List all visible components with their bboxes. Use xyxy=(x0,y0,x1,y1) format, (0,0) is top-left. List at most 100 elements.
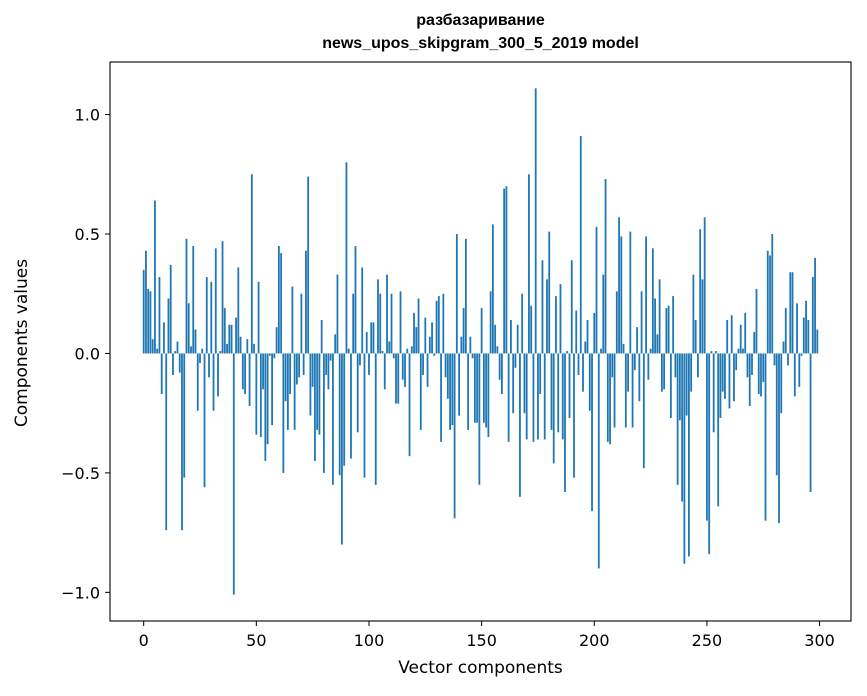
bar xyxy=(415,327,418,354)
bar xyxy=(273,353,276,359)
bar xyxy=(613,353,616,428)
bar xyxy=(246,339,249,354)
bar xyxy=(570,260,573,354)
bar xyxy=(424,317,427,354)
bar xyxy=(789,272,792,354)
bar xyxy=(334,334,337,354)
bar xyxy=(721,353,724,392)
x-tick-label: 0 xyxy=(139,631,149,650)
bar xyxy=(604,179,607,354)
bar xyxy=(433,353,436,356)
bar xyxy=(782,341,785,354)
bar xyxy=(672,296,675,354)
bar xyxy=(255,353,258,435)
bar xyxy=(525,353,528,440)
bar xyxy=(230,324,233,354)
bar xyxy=(160,353,163,395)
x-tick-label: 100 xyxy=(354,631,385,650)
bar xyxy=(669,353,672,418)
x-tick-label: 150 xyxy=(466,631,497,650)
bar xyxy=(805,300,807,354)
bar xyxy=(557,353,560,433)
bar xyxy=(332,353,334,485)
bar xyxy=(784,308,787,354)
bar xyxy=(690,353,693,392)
bar xyxy=(710,351,713,354)
x-tick-label: 300 xyxy=(804,631,835,650)
bar xyxy=(147,288,150,354)
bar xyxy=(507,353,510,442)
bar xyxy=(807,320,810,354)
bar xyxy=(534,88,537,354)
bar xyxy=(559,284,562,354)
bar xyxy=(712,353,715,433)
bar xyxy=(370,322,373,354)
bar xyxy=(552,353,555,464)
bar xyxy=(730,315,733,354)
bar xyxy=(674,353,677,378)
bar xyxy=(496,346,499,354)
bar xyxy=(422,353,424,375)
bar xyxy=(760,353,762,397)
bar xyxy=(354,245,357,354)
y-tick-label: 0.0 xyxy=(75,344,100,363)
bar xyxy=(800,353,803,356)
bar xyxy=(201,348,204,354)
x-tick-label: 200 xyxy=(579,631,610,650)
bar xyxy=(451,353,454,426)
bar xyxy=(701,279,704,354)
bar xyxy=(178,353,181,373)
bar xyxy=(187,303,190,354)
bar xyxy=(746,353,749,378)
bar xyxy=(203,353,206,488)
bar xyxy=(460,336,463,354)
bar xyxy=(172,353,174,375)
bar xyxy=(417,298,420,354)
bar xyxy=(647,353,650,380)
bar xyxy=(192,245,195,354)
bar xyxy=(372,322,375,354)
bar xyxy=(516,324,519,354)
bar xyxy=(809,353,812,492)
bar xyxy=(548,231,551,354)
bar xyxy=(419,353,422,430)
bar xyxy=(413,312,415,354)
bar xyxy=(250,174,253,354)
bar xyxy=(769,255,771,354)
bar xyxy=(158,277,161,354)
bar xyxy=(149,291,152,354)
bar xyxy=(494,324,497,354)
bar xyxy=(318,353,321,435)
bar xyxy=(442,293,445,354)
bar xyxy=(586,320,589,354)
bar xyxy=(667,305,670,354)
bar xyxy=(640,291,643,354)
bar xyxy=(735,353,738,371)
bar xyxy=(764,353,767,521)
bar xyxy=(208,353,210,378)
bar xyxy=(395,353,397,404)
bar xyxy=(205,277,208,354)
bar xyxy=(264,353,267,461)
bar xyxy=(282,353,285,473)
bar xyxy=(221,241,224,354)
bar xyxy=(406,348,409,354)
bar xyxy=(498,353,501,380)
chart-subtitle: news_upos_skipgram_300_5_2019 model xyxy=(322,35,639,52)
bar xyxy=(142,269,145,354)
bar xyxy=(541,260,544,354)
bar xyxy=(388,341,391,354)
bar xyxy=(404,353,406,387)
bar xyxy=(478,353,481,485)
bar xyxy=(174,351,177,354)
axes: 0 50 100 150 200 250 300 −1.0 −0.5 0.0 0.5 1.0 xyxy=(61,61,852,650)
bar xyxy=(514,353,517,368)
bar xyxy=(271,353,274,426)
x-axis-label: Vector components xyxy=(398,658,563,678)
bar xyxy=(390,293,393,354)
bar xyxy=(275,327,278,354)
plot-frame xyxy=(109,61,852,622)
bar xyxy=(210,281,213,354)
bar xyxy=(257,281,260,354)
bar xyxy=(453,353,456,519)
